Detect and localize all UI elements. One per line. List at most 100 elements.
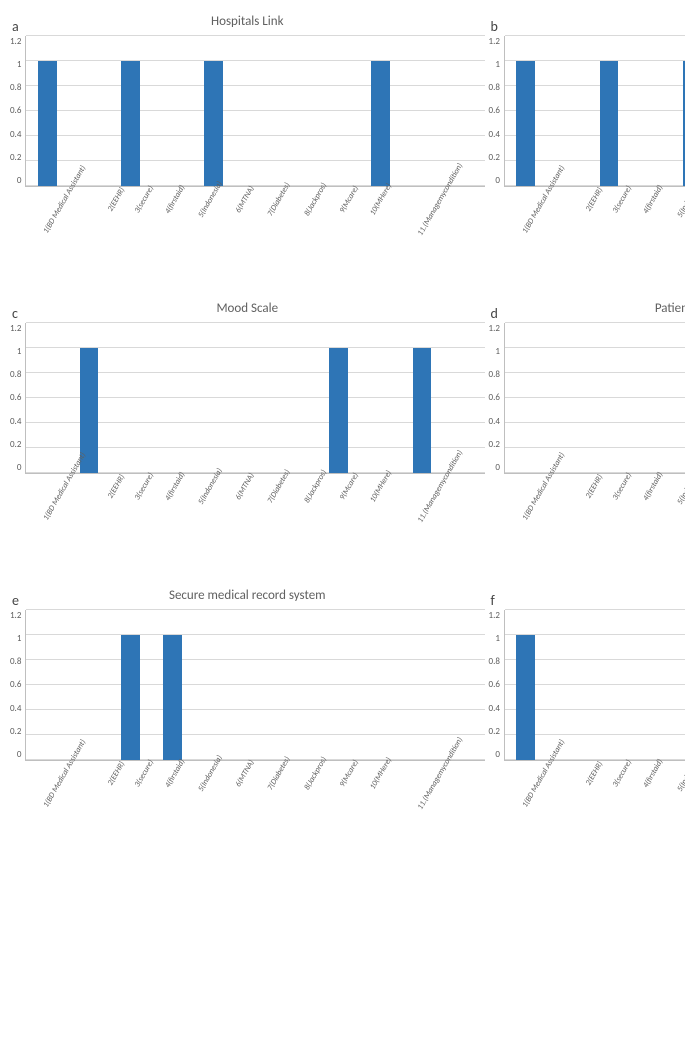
y-tick-label: 1 <box>17 633 22 644</box>
bars-container <box>26 323 484 473</box>
bar-slot <box>401 36 443 186</box>
bar-slot <box>547 36 589 186</box>
bar-slot <box>276 323 318 473</box>
y-tick-label: 0.4 <box>10 416 21 427</box>
y-tick-label: 0.2 <box>489 439 500 450</box>
bars-container <box>505 323 685 473</box>
bar-slot <box>505 610 547 760</box>
y-tick-label: 0.8 <box>10 656 21 667</box>
bar-slot <box>151 610 193 760</box>
y-tick-label: 0.6 <box>10 392 21 403</box>
panel-label: c <box>12 305 18 322</box>
bar-slot <box>110 323 152 473</box>
bar-slot <box>235 36 277 186</box>
chart-panel-f: fHospital Search1.210.80.60.40.201(BD Me… <box>489 584 685 861</box>
y-tick-label: 0.6 <box>489 105 500 116</box>
bar-slot <box>443 36 485 186</box>
bar-slot <box>276 610 318 760</box>
bar <box>329 348 348 473</box>
y-axis: 1.210.80.60.40.20 <box>10 36 25 186</box>
y-tick-label: 0.6 <box>10 679 21 690</box>
y-tick-label: 0.8 <box>10 369 21 380</box>
y-tick-label: 0.4 <box>10 129 21 140</box>
y-tick-label: 1 <box>495 346 500 357</box>
y-axis: 1.210.80.60.40.20 <box>10 610 25 760</box>
bar-slot <box>588 323 630 473</box>
y-tick-label: 0.8 <box>489 369 500 380</box>
plot-area <box>25 323 484 474</box>
bar-slot <box>630 36 672 186</box>
y-tick-label: 1.2 <box>489 610 500 621</box>
chart-title: Patient Activity Monitoring <box>489 301 685 319</box>
y-tick-label: 0.4 <box>489 703 500 714</box>
y-tick-label: 1 <box>17 346 22 357</box>
y-tick-label: 1.2 <box>10 610 21 621</box>
bar <box>204 61 223 186</box>
y-tick-label: 0.8 <box>489 656 500 667</box>
bar <box>121 635 140 760</box>
bars-container <box>26 36 484 186</box>
bar-slot <box>443 610 485 760</box>
panel-label: d <box>491 305 498 322</box>
bar-slot <box>26 323 68 473</box>
chart-title: Secure medical record system <box>10 588 485 606</box>
bar-slot <box>193 36 235 186</box>
y-tick-label: 1.2 <box>489 36 500 47</box>
bars-container <box>26 610 484 760</box>
y-tick-label: 0.2 <box>10 439 21 450</box>
y-axis: 1.210.80.60.40.20 <box>489 610 504 760</box>
x-axis: 1(BD Medical Assistant)2(EEHR)3(secure)4… <box>509 761 685 861</box>
bars-container <box>505 36 685 186</box>
bar-slot <box>318 323 360 473</box>
bar-slot <box>672 610 685 760</box>
chart-title: Hospital Search <box>489 588 685 606</box>
bar-slot <box>505 323 547 473</box>
plot-area <box>504 36 685 187</box>
bar-slot <box>276 36 318 186</box>
plot-area <box>504 323 685 474</box>
bar-slot <box>360 323 402 473</box>
bar <box>413 348 432 473</box>
x-axis: 1(BD Medical Assistant)2(EEHR)3(secure)4… <box>509 474 685 574</box>
y-tick-label: 0.6 <box>489 679 500 690</box>
bar-slot <box>630 610 672 760</box>
y-tick-label: 0.6 <box>10 105 21 116</box>
y-tick-label: 0.4 <box>489 129 500 140</box>
bar-slot <box>26 36 68 186</box>
bar-slot <box>630 323 672 473</box>
y-tick-label: 0.2 <box>10 726 21 737</box>
chart-panel-c: cMood Scale1.210.80.60.40.201(BD Medical… <box>10 297 485 574</box>
bars-container <box>505 610 685 760</box>
plot-area <box>504 610 685 761</box>
y-axis: 1.210.80.60.40.20 <box>10 323 25 473</box>
chart-title: Hospitals Link <box>10 14 485 32</box>
y-tick-label: 0.2 <box>489 152 500 163</box>
bar-slot <box>193 610 235 760</box>
y-tick-label: 1 <box>495 633 500 644</box>
bar-slot <box>672 323 685 473</box>
panel-label: a <box>12 18 19 35</box>
bar-slot <box>318 610 360 760</box>
bar <box>121 61 140 186</box>
chart-panel-a: aHospitals Link1.210.80.60.40.201(BD Med… <box>10 10 485 287</box>
y-tick-label: 0.2 <box>489 726 500 737</box>
panel-label: f <box>491 592 495 609</box>
bar <box>38 61 57 186</box>
bar <box>600 61 619 186</box>
y-tick-label: 1.2 <box>489 323 500 334</box>
bar <box>163 635 182 760</box>
y-tick-label: 0 <box>495 462 500 473</box>
bar-slot <box>401 323 443 473</box>
y-tick-label: 0 <box>17 462 22 473</box>
bar-slot <box>672 36 685 186</box>
bar <box>371 61 390 186</box>
bar-slot <box>26 610 68 760</box>
bar-slot <box>588 610 630 760</box>
x-axis: 1(BD Medical Assistant)2(EEHR)3(secure)4… <box>30 761 485 861</box>
y-tick-label: 1.2 <box>10 36 21 47</box>
bar-slot <box>588 36 630 186</box>
y-axis: 1.210.80.60.40.20 <box>489 36 504 186</box>
bar-slot <box>68 610 110 760</box>
bar-slot <box>110 36 152 186</box>
bar-slot <box>443 323 485 473</box>
